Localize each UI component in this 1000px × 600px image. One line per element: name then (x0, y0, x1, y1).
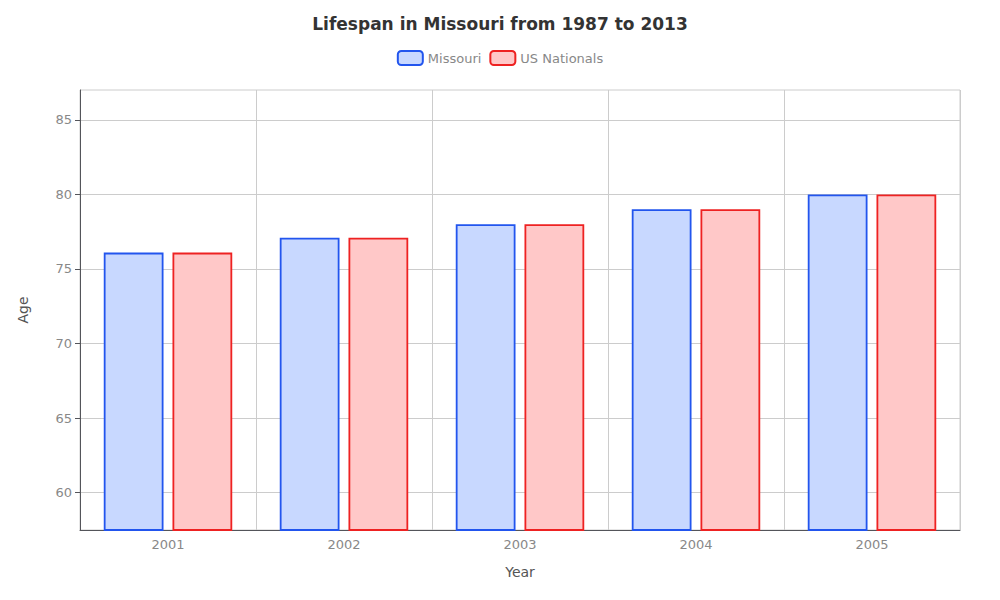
svg-text:65: 65 (55, 411, 72, 426)
svg-text:Missouri: Missouri (428, 51, 482, 66)
svg-text:80: 80 (55, 187, 72, 202)
svg-text:2003: 2003 (503, 537, 536, 552)
svg-text:2004: 2004 (679, 537, 712, 552)
svg-text:US Nationals: US Nationals (520, 51, 603, 66)
svg-text:2002: 2002 (327, 537, 360, 552)
svg-text:Age: Age (15, 296, 31, 323)
svg-text:2001: 2001 (151, 537, 184, 552)
svg-text:70: 70 (55, 336, 72, 351)
svg-text:Year: Year (504, 564, 535, 580)
svg-text:Lifespan in Missouri from 1987: Lifespan in Missouri from 1987 to 2013 (312, 14, 687, 34)
svg-text:60: 60 (55, 485, 72, 500)
svg-text:75: 75 (55, 261, 72, 276)
svg-text:85: 85 (55, 112, 72, 127)
svg-text:2005: 2005 (855, 537, 888, 552)
